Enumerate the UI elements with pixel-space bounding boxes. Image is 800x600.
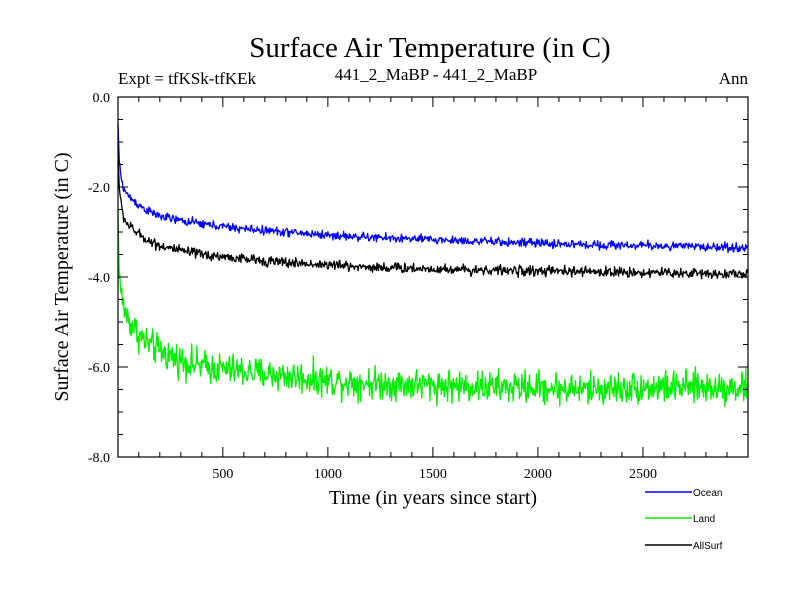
legend-label-ocean: Ocean <box>693 488 722 499</box>
y-tick-label: -8.0 <box>88 451 110 466</box>
chart-subtitle-right: Ann <box>719 69 749 88</box>
series-line-land <box>117 211 749 408</box>
x-tick-label: 2500 <box>629 467 657 482</box>
y-tick-label: 0.0 <box>93 91 111 106</box>
tick-layer: 0.0 -2.0 -4.0 -6.0 -8.0 500 1000 1500 2000 2500 <box>88 91 748 482</box>
y-tick-label: -6.0 <box>88 361 110 376</box>
series-line-ocean <box>117 123 748 254</box>
legend-label-land: Land <box>693 514 715 525</box>
legend: Ocean Land AllSurf <box>645 488 723 552</box>
x-tick-label: 2000 <box>524 467 552 482</box>
chart-subtitle-left: Expt = tfKSk-tfKEk <box>118 69 257 88</box>
y-tick-label: -2.0 <box>88 181 110 196</box>
plot-frame <box>117 96 749 458</box>
x-tick-label: 1500 <box>419 467 447 482</box>
chart-title: Surface Air Temperature (in C) <box>249 32 610 64</box>
chart-subtitle-center: 441_2_MaBP - 441_2_MaBP <box>335 65 537 84</box>
legend-label-allsurf: AllSurf <box>693 541 723 552</box>
x-tick-label: 500 <box>212 467 233 482</box>
y-axis-label: Surface Air Temperature (in C) <box>51 152 73 401</box>
x-tick-label: 1000 <box>314 467 342 482</box>
series-line-allsurf <box>117 141 749 280</box>
series-layer <box>117 123 749 408</box>
y-tick-label: -4.0 <box>88 271 110 286</box>
x-axis-label: Time (in years since start) <box>329 487 537 509</box>
